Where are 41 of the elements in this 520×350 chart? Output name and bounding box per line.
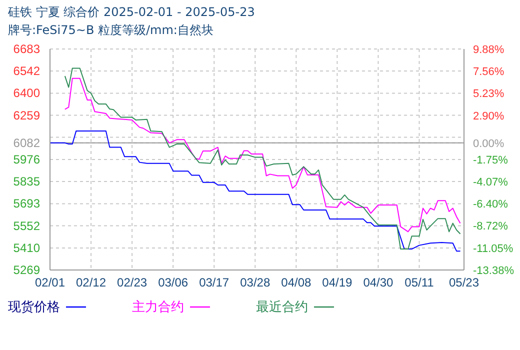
y2-tick-label: -8.72% xyxy=(473,220,508,233)
legend-label: 现货价格 xyxy=(8,299,60,316)
x-tick-label: 02/01 xyxy=(34,276,66,290)
legend-label: 主力合约 xyxy=(132,299,184,316)
y-tick-label: 5269 xyxy=(13,263,40,277)
y2-tick-label: 9.88% xyxy=(473,44,504,56)
legend-label: 最近合约 xyxy=(256,299,308,316)
line-series xyxy=(64,68,461,250)
y2-tick-label: 2.90% xyxy=(473,110,504,122)
y-tick-label: 5410 xyxy=(13,240,40,255)
y2-tick-label: -6.40% xyxy=(473,198,508,211)
y2-tick-label: -11.05% xyxy=(473,242,514,255)
x-tick-label: 03/06 xyxy=(158,276,188,290)
line-series xyxy=(50,130,461,252)
x-tick-label: 04/30 xyxy=(363,276,394,290)
x-tick-label: 05/23 xyxy=(448,276,480,290)
line-series xyxy=(64,78,461,232)
x-tick-label: 02/12 xyxy=(76,276,106,290)
x-tick-label: 04/08 xyxy=(281,276,312,290)
x-tick-label: 04/19 xyxy=(322,276,353,290)
y-tick-label: 6400 xyxy=(13,86,40,100)
x-tick-label: 03/17 xyxy=(199,276,230,290)
chart-subtitle: 牌号:FeSi75~B 粒度等级/mm:自然块 xyxy=(8,22,214,39)
y2-tick-label: 0.00% xyxy=(473,138,504,150)
x-tick-label: 03/28 xyxy=(240,276,270,290)
y-tick-label: 6082 xyxy=(13,136,40,150)
y-tick-label: 5835 xyxy=(13,174,40,189)
y-tick-label: 6542 xyxy=(13,64,40,78)
y-tick-label: 5552 xyxy=(13,218,40,233)
y2-tick-label: 7.56% xyxy=(473,66,504,78)
y2-tick-label: 5.23% xyxy=(473,88,504,100)
y2-tick-label: -13.38% xyxy=(473,265,514,277)
y-tick-label: 6259 xyxy=(13,108,40,122)
x-tick-label: 02/23 xyxy=(117,276,148,290)
y2-tick-label: -1.75% xyxy=(473,154,508,166)
y2-tick-label: -4.07% xyxy=(473,176,508,189)
y-tick-label: 5693 xyxy=(13,196,40,211)
chart-title: 硅铁 宁夏 综合价 2025-02-01 - 2025-05-23 xyxy=(8,4,255,21)
x-tick-label: 05/11 xyxy=(404,276,434,290)
y-tick-label: 6683 xyxy=(13,42,40,56)
y-tick-label: 5976 xyxy=(13,152,40,166)
